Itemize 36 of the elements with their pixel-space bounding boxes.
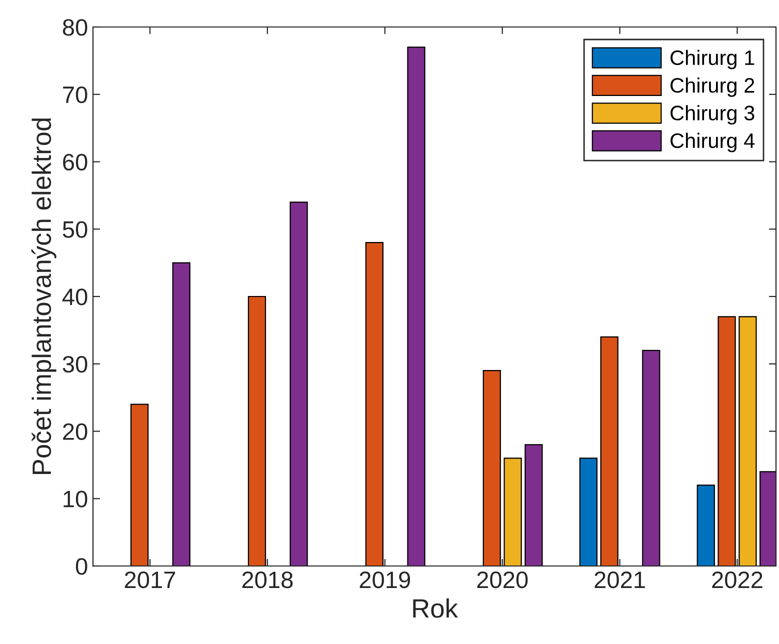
bar (365, 242, 384, 566)
y-tick-label: 50 (62, 221, 88, 238)
y-tick-label: 60 (63, 154, 88, 171)
bar (504, 458, 522, 566)
y-tick-label: 30 (62, 356, 88, 373)
bar (642, 350, 660, 566)
bar (738, 316, 757, 566)
bar (600, 336, 618, 566)
y-tick-label: 0 (76, 558, 88, 575)
y-tick-label: 10 (64, 490, 88, 508)
y-tick-label: 80 (62, 19, 88, 36)
bar (407, 46, 426, 566)
x-tick-label: 2018 (242, 571, 293, 588)
x-axis-title: Rok (413, 598, 458, 618)
bar (718, 316, 736, 566)
legend-label: Chirurg 2 (670, 77, 754, 97)
x-tick-label: 2021 (594, 571, 645, 588)
bar (482, 370, 501, 566)
bar (130, 404, 149, 566)
y-tick-label: 70 (63, 86, 88, 104)
legend-label: Chirurg 3 (670, 105, 754, 125)
legend-label: Chirurg 4 (670, 132, 755, 152)
y-axis-title: Počet implantovaných elektrod (31, 118, 56, 474)
y-tick-label: 40 (62, 288, 88, 306)
bar (172, 262, 190, 566)
x-tick-label: 2022 (712, 571, 762, 588)
x-tick-label: 2017 (124, 571, 176, 588)
y-tick-label: 20 (63, 423, 88, 440)
legend-label: Chirurg 1 (670, 50, 754, 70)
x-tick-label: 2020 (477, 571, 528, 588)
bar (696, 484, 715, 566)
bar (524, 444, 543, 566)
bar (290, 202, 308, 566)
bar (248, 296, 266, 566)
bar (579, 458, 598, 566)
x-tick-label: 2019 (360, 571, 410, 588)
